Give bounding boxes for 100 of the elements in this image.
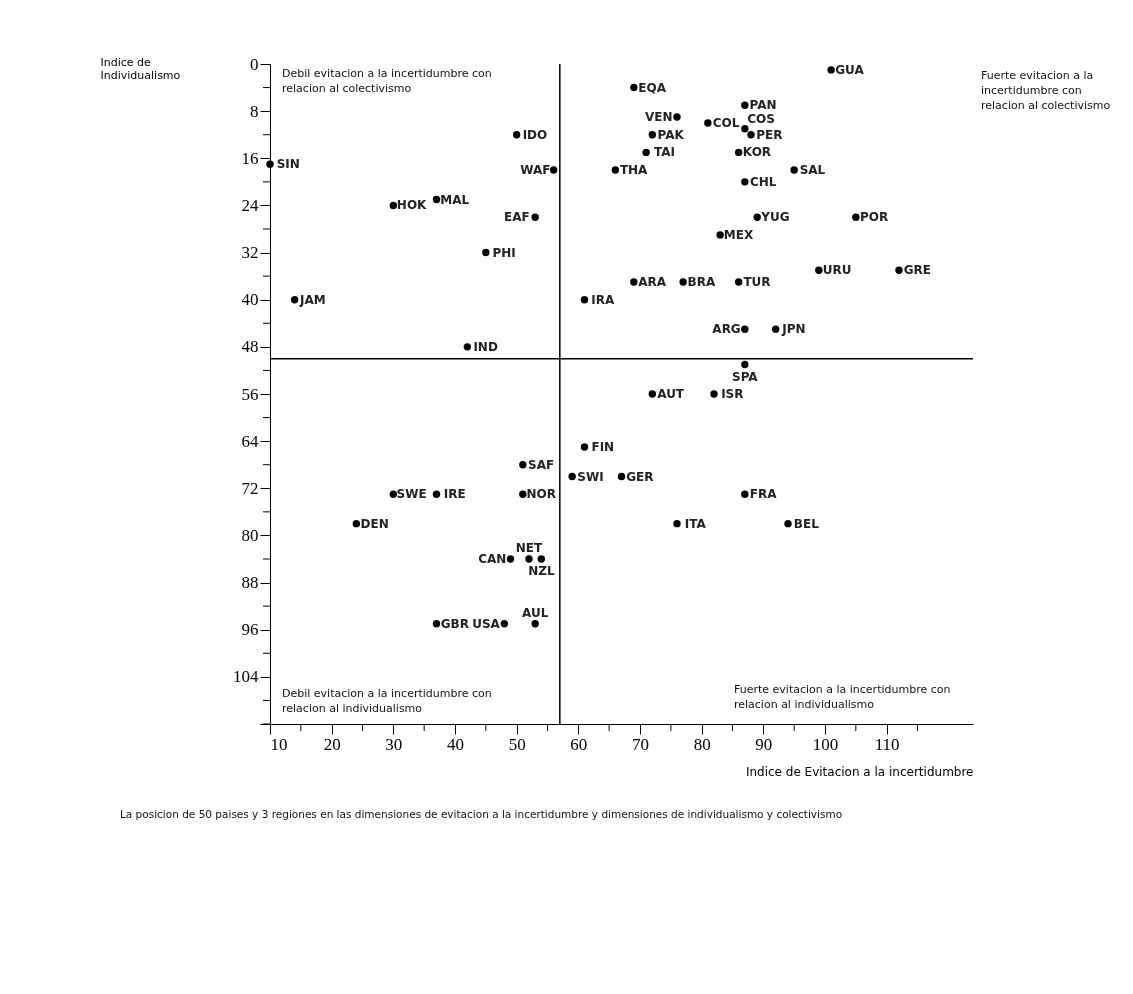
point xyxy=(568,472,576,481)
data-label: FRA xyxy=(749,487,778,502)
data-label: PER xyxy=(756,127,783,142)
data-label: ARA xyxy=(638,275,667,290)
data-label: NZL xyxy=(528,564,555,578)
point xyxy=(432,195,441,204)
data-label: PHI xyxy=(492,245,516,260)
point xyxy=(482,248,490,257)
y-tick-label: 88 xyxy=(241,573,259,593)
data-label: GRE xyxy=(903,263,931,278)
point xyxy=(630,278,638,286)
annotation: Fuerte evitacion a la incertidumbre con relacion al individualismo xyxy=(733,683,951,711)
point xyxy=(432,620,441,628)
point xyxy=(642,148,650,157)
y-tick-label: 64 xyxy=(241,431,259,451)
data-label: COS xyxy=(747,111,775,126)
point xyxy=(531,213,539,221)
data-label: EAF xyxy=(504,210,530,225)
point xyxy=(741,125,749,133)
text: Fuerte evitacion a la incertidumbre con relacion al colectivismo xyxy=(981,69,1111,112)
data-label: JPN xyxy=(781,322,806,337)
data-label: WAF xyxy=(520,163,551,178)
data-label: URU xyxy=(822,263,852,278)
y-tick-label: 0 xyxy=(250,54,259,74)
point xyxy=(741,325,749,333)
point xyxy=(389,201,398,210)
data-label: USA xyxy=(472,616,501,631)
y-tick-label: 56 xyxy=(241,384,259,404)
point xyxy=(741,360,749,369)
point xyxy=(741,178,749,186)
data-label: AUT xyxy=(657,387,685,401)
data-label: VEN xyxy=(644,110,673,125)
point xyxy=(648,390,657,398)
data-label: POR xyxy=(860,210,889,225)
data-label: IRA xyxy=(591,292,616,307)
point xyxy=(827,66,835,74)
point xyxy=(679,278,687,286)
data-label: SAL xyxy=(799,163,826,178)
point xyxy=(704,119,712,127)
point xyxy=(753,213,761,221)
x-tick-label: 30 xyxy=(385,734,403,754)
data-label: SIN xyxy=(276,157,300,172)
annotation: Debil evitacion a la incertidumbre con relacion al individualismo xyxy=(282,687,492,715)
x-tick-label: 60 xyxy=(570,734,588,754)
point xyxy=(673,113,681,121)
data-label: COL xyxy=(712,115,740,130)
point xyxy=(734,148,743,157)
y-tick-label: 80 xyxy=(241,525,259,545)
point xyxy=(784,519,792,528)
data-label: GER xyxy=(626,469,654,484)
data-label: SAF xyxy=(528,457,555,472)
data-label: PAN xyxy=(749,98,777,113)
x-tick-label: 90 xyxy=(755,734,773,754)
point xyxy=(741,101,749,109)
data-label: ISR xyxy=(721,387,744,401)
point xyxy=(500,620,509,628)
data-label: GBR xyxy=(440,616,469,631)
point xyxy=(580,443,589,451)
point xyxy=(531,620,539,628)
data-label: MEX xyxy=(723,227,754,242)
point xyxy=(852,213,860,221)
data-label: FIN xyxy=(591,440,615,455)
point xyxy=(352,519,361,528)
y-tick-label: 8 xyxy=(250,101,259,121)
data-label: TAI xyxy=(653,145,675,160)
x-tick-label: 20 xyxy=(323,734,341,754)
point xyxy=(790,166,798,174)
y-tick-label: 40 xyxy=(241,290,259,310)
point xyxy=(630,83,638,92)
data-label: TUR xyxy=(743,275,771,290)
point xyxy=(519,490,527,498)
point xyxy=(266,160,274,168)
point xyxy=(648,131,657,139)
y-tick-label: 32 xyxy=(241,243,259,263)
data-label: SWI xyxy=(577,469,604,484)
x-tick-label: 10 xyxy=(270,734,288,754)
x-tick-label: 40 xyxy=(447,734,464,754)
data-label: IRE xyxy=(443,487,466,502)
x-axis-title: Indice de Evitacion a la incertidumbre xyxy=(745,764,974,779)
data-label: IND xyxy=(473,339,498,354)
data-label: EQA xyxy=(638,80,667,95)
point xyxy=(512,131,521,139)
data-label: DEN xyxy=(360,516,389,531)
point xyxy=(895,266,903,274)
data-label: SPA xyxy=(732,369,759,384)
data-label: HOK xyxy=(396,198,428,213)
y-tick-label: 48 xyxy=(241,337,259,357)
point xyxy=(734,278,743,286)
annotation: Debil evitacion a la incertidumbre con relacion al colectivismo xyxy=(282,67,492,95)
x-tick-label: 110 xyxy=(874,734,900,754)
y-tick-label: 16 xyxy=(241,148,259,168)
data-label: PAK xyxy=(657,127,685,142)
point xyxy=(771,325,780,333)
y-axis-title: Indice de Individualismo xyxy=(100,55,181,82)
data-label: GUA xyxy=(835,62,865,77)
x-tick-label: 80 xyxy=(693,734,711,754)
point xyxy=(580,296,589,304)
point xyxy=(611,166,620,174)
data-label: YUG xyxy=(760,210,790,225)
data-label: NET xyxy=(515,541,544,555)
